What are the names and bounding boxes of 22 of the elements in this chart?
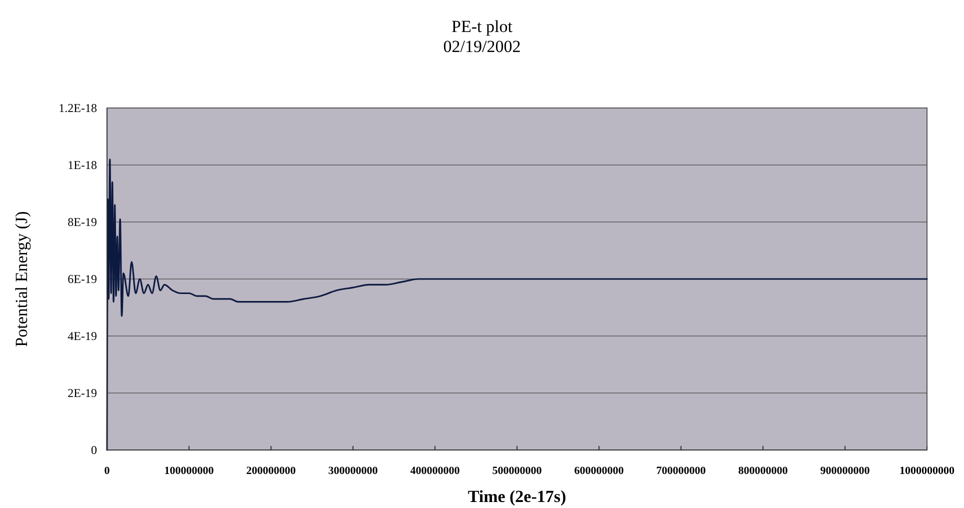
x-tick-label: 300000000 (328, 465, 378, 477)
x-axis-title: Time (2e-17s) (468, 487, 566, 506)
chart-title: PE-t plot (452, 17, 513, 36)
y-tick-label: 1.2E-18 (58, 101, 97, 115)
x-tick-label: 600000000 (574, 465, 624, 477)
y-tick-label: 4E-19 (68, 329, 97, 343)
chart-subtitle: 02/19/2002 (443, 37, 521, 56)
x-tick-label: 800000000 (738, 465, 788, 477)
y-tick-label: 0 (91, 443, 97, 457)
x-tick-label: 0 (104, 465, 110, 477)
x-tick-label: 1000000000 (900, 465, 955, 477)
x-tick-label: 400000000 (410, 465, 460, 477)
y-tick-label: 1E-18 (68, 158, 97, 172)
x-tick-label: 100000000 (164, 465, 214, 477)
y-tick-label: 8E-19 (68, 215, 97, 229)
y-axis-title: Potential Energy (J) (12, 211, 31, 347)
x-tick-label: 700000000 (656, 465, 706, 477)
x-tick-label: 900000000 (820, 465, 870, 477)
x-tick-label: 500000000 (492, 465, 542, 477)
x-tick-label: 200000000 (246, 465, 296, 477)
y-tick-label: 6E-19 (68, 272, 97, 286)
y-tick-label: 2E-19 (68, 386, 97, 400)
